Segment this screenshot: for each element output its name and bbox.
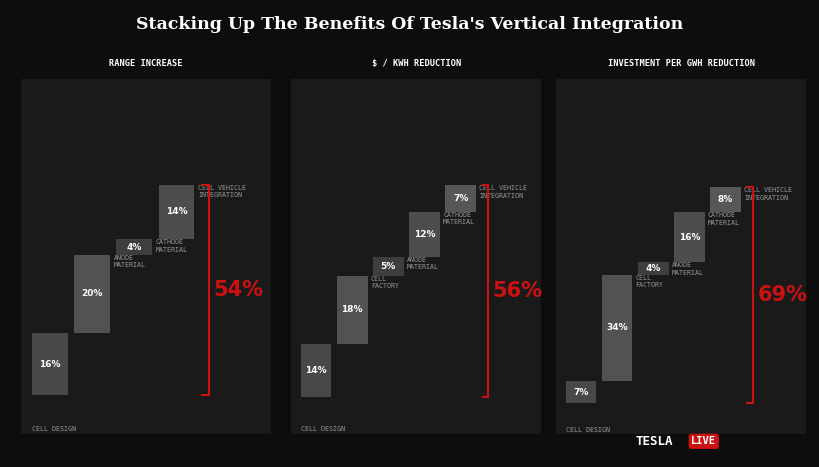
Bar bbox=[409, 212, 439, 257]
Text: 18%: 18% bbox=[341, 305, 363, 314]
Bar bbox=[32, 333, 67, 395]
Text: Stacking Up The Benefits Of Tesla's Vertical Integration: Stacking Up The Benefits Of Tesla's Vert… bbox=[136, 16, 683, 33]
Text: CELL DESIGN: CELL DESIGN bbox=[301, 426, 345, 432]
Text: CATHODE
MATERIAL: CATHODE MATERIAL bbox=[707, 212, 739, 226]
Bar bbox=[673, 212, 704, 262]
Bar bbox=[565, 381, 595, 403]
Text: 8%: 8% bbox=[717, 195, 732, 204]
Text: CATHODE
MATERIAL: CATHODE MATERIAL bbox=[156, 239, 188, 253]
Text: 4%: 4% bbox=[126, 242, 142, 252]
Text: 14%: 14% bbox=[305, 366, 327, 375]
Text: CELL DESIGN: CELL DESIGN bbox=[32, 426, 76, 432]
Text: 16%: 16% bbox=[39, 360, 61, 368]
Bar bbox=[637, 262, 667, 275]
Text: CELL DESIGN: CELL DESIGN bbox=[565, 427, 609, 433]
Text: ANODE
MATERIAL: ANODE MATERIAL bbox=[671, 262, 703, 276]
Text: 16%: 16% bbox=[678, 233, 699, 242]
Text: ANODE
MATERIAL: ANODE MATERIAL bbox=[114, 255, 146, 269]
Text: CELL
FACTORY: CELL FACTORY bbox=[635, 275, 663, 288]
Bar bbox=[337, 276, 367, 344]
Bar bbox=[116, 239, 152, 255]
Text: RANGE INCREASE: RANGE INCREASE bbox=[109, 58, 182, 68]
Bar bbox=[158, 184, 194, 239]
Text: CELL VEHICLE
INTEGRATION: CELL VEHICLE INTEGRATION bbox=[198, 184, 246, 198]
Bar bbox=[301, 344, 331, 396]
Text: CELL
FACTORY: CELL FACTORY bbox=[370, 276, 398, 289]
Text: INVESTMENT PER GWH REDUCTION: INVESTMENT PER GWH REDUCTION bbox=[607, 58, 753, 68]
Text: $ / KWH REDUCTION: $ / KWH REDUCTION bbox=[371, 58, 460, 68]
Bar bbox=[709, 187, 740, 212]
Text: 20%: 20% bbox=[81, 290, 102, 298]
Text: CATHODE
MATERIAL: CATHODE MATERIAL bbox=[442, 212, 474, 225]
Text: 69%: 69% bbox=[757, 285, 807, 305]
Text: 14%: 14% bbox=[165, 207, 187, 217]
Text: CELL VEHICLE
INTEGRATION: CELL VEHICLE INTEGRATION bbox=[743, 187, 791, 201]
Bar bbox=[74, 255, 110, 333]
Text: 54%: 54% bbox=[214, 280, 264, 300]
Text: 4%: 4% bbox=[645, 264, 660, 273]
Text: 12%: 12% bbox=[414, 230, 435, 239]
Text: 7%: 7% bbox=[452, 194, 468, 203]
Text: TESLA: TESLA bbox=[635, 435, 672, 448]
Bar bbox=[601, 275, 631, 381]
Bar bbox=[445, 185, 475, 212]
Text: 5%: 5% bbox=[380, 262, 396, 271]
Text: CELL VEHICLE
INTEGRATION: CELL VEHICLE INTEGRATION bbox=[478, 185, 527, 198]
Text: 7%: 7% bbox=[572, 388, 588, 396]
Bar bbox=[373, 257, 403, 276]
Text: LIVE: LIVE bbox=[690, 436, 715, 446]
Text: 34%: 34% bbox=[605, 324, 627, 333]
Text: ANODE
MATERIAL: ANODE MATERIAL bbox=[406, 257, 438, 270]
Text: 56%: 56% bbox=[492, 281, 542, 301]
